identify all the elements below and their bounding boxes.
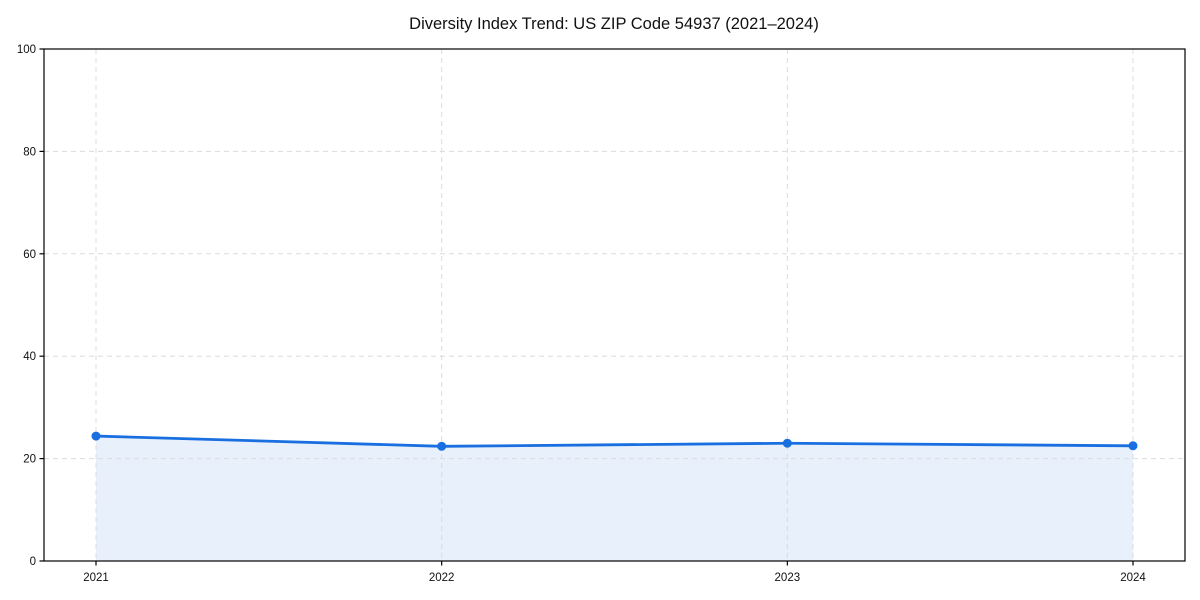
y-axis-tick-label: 80: [23, 146, 36, 158]
series-area-fill: [96, 436, 1133, 561]
data-point-marker: [437, 441, 447, 451]
axes-frame-layer: [43, 48, 1186, 562]
x-axis-tick-label: 2024: [1120, 572, 1146, 584]
data-point-marker: [782, 438, 792, 448]
tick-label-layer: 0 20 40 60 80 100 2021 2022 2023 2024: [17, 44, 1147, 584]
series-layer: [91, 431, 1138, 451]
diversity-index-line: [94, 434, 1135, 448]
x-axis-tick-label: 2023: [775, 572, 801, 584]
gridline-layer: [44, 49, 1185, 561]
tick-mark-layer: [39, 48, 1134, 566]
y-axis-tick-label: 40: [23, 351, 36, 363]
data-point-marker: [1128, 441, 1138, 451]
y-axis-tick-label: 20: [23, 454, 36, 466]
x-axis-tick-label: 2021: [83, 572, 109, 584]
y-axis-tick-label: 100: [17, 44, 36, 56]
chart-title: Diversity Index Trend: US ZIP Code 54937…: [409, 15, 819, 33]
axes-frame: [43, 48, 1186, 562]
y-axis-tick-label: 0: [30, 556, 36, 568]
y-axis-tick-label: 60: [23, 249, 36, 261]
area-fill-layer: [96, 436, 1133, 561]
data-point-marker: [91, 431, 101, 441]
x-axis-tick-label: 2022: [429, 572, 455, 584]
